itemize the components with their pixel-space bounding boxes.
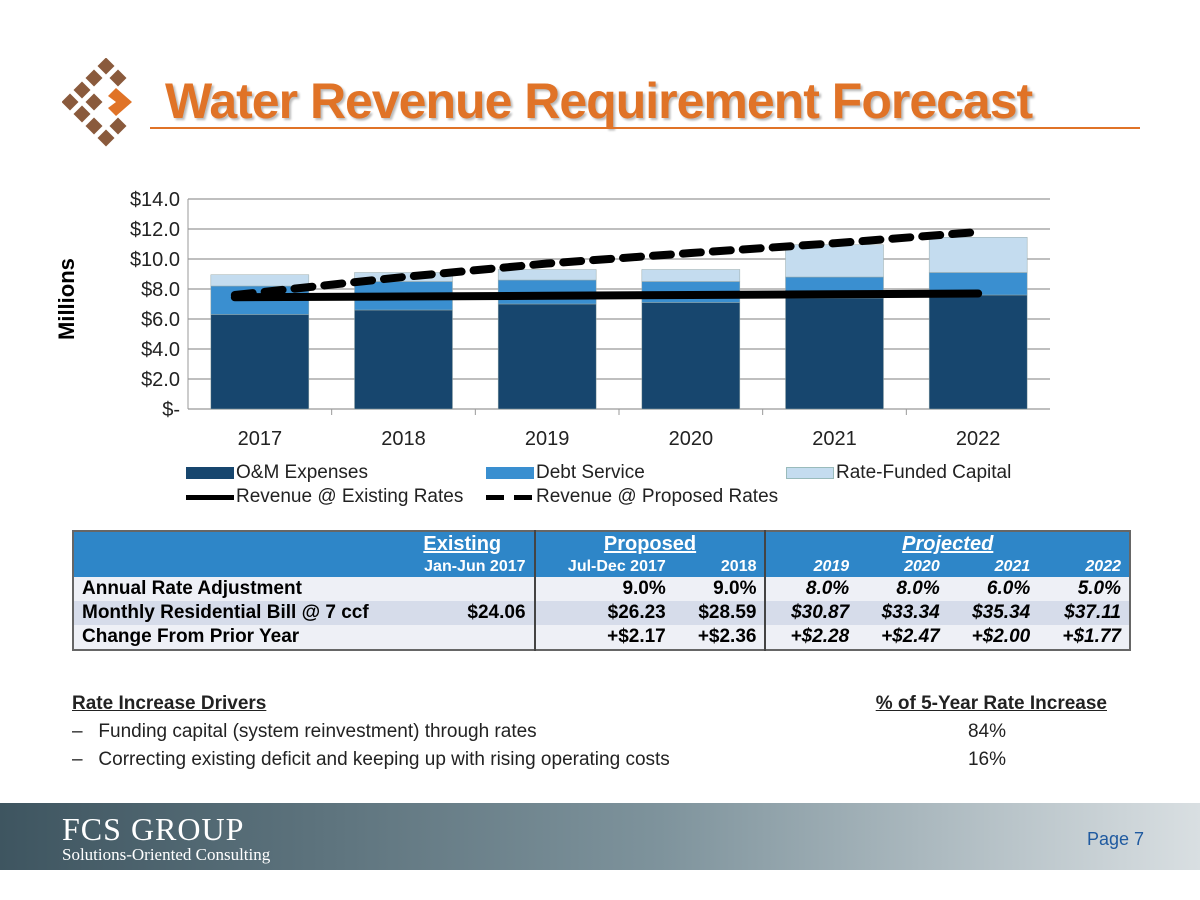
column-header: Jul-Dec 2017	[533, 557, 674, 577]
table-cell	[391, 625, 535, 650]
table-cell: +$2.47	[857, 625, 948, 650]
bar-o-m-expenses	[928, 294, 1028, 410]
dash: –	[72, 749, 83, 770]
legend-existing: Revenue @ Existing Rates	[186, 486, 463, 508]
bar-rate-funded-capital	[785, 244, 884, 278]
legend-label: Revenue @ Proposed Rates	[536, 486, 779, 507]
y-tick-label: $14.0	[130, 189, 180, 211]
column-header: Jan-Jun 2017	[391, 557, 535, 577]
y-tick-label: $2.0	[141, 369, 180, 391]
group-existing: Existing	[391, 531, 535, 557]
driver-item: – Funding capital (system reinvestment) …	[72, 718, 1107, 746]
table-cell: +$2.28	[764, 625, 858, 650]
legend-debt: Debt Service	[486, 462, 645, 484]
y-tick-label: $6.0	[141, 309, 180, 331]
bar-rate-funded-capital	[641, 269, 741, 282]
table-row: Annual Rate Adjustment 9.0% 9.0% 8.0% 8.0% 6.…	[73, 577, 1130, 601]
revenue-chart: $- $2.0 $4.0 $6.0 $8.0 $10.0 $12.0 $14.0 2017 201…	[130, 189, 1050, 450]
page-title: Water Revenue Requirement Forecast	[165, 73, 1033, 129]
legend-label: Rate-Funded Capital	[836, 462, 1012, 483]
table-cell: $30.87	[764, 601, 858, 625]
legend-swatch	[486, 467, 534, 479]
column-header: 2019	[764, 557, 858, 577]
drivers-heading: Rate Increase Drivers	[72, 693, 267, 714]
bar-o-m-expenses	[497, 303, 597, 410]
y-tick-label: $12.0	[130, 219, 180, 241]
legend-swatch	[186, 467, 234, 479]
column-header: 2020	[857, 557, 948, 577]
table-cell: 6.0%	[947, 577, 1039, 601]
dash: –	[72, 721, 83, 742]
driver-pct: 84%	[967, 721, 1007, 742]
row-label: Annual Rate Adjustment	[73, 577, 391, 601]
table-cell: $35.34	[947, 601, 1039, 625]
table-row: Change From Prior Year +$2.17 +$2.36 +$2.28…	[73, 625, 1130, 650]
table-cell: +$2.17	[533, 625, 674, 650]
legend-label: Debt Service	[536, 462, 645, 483]
group-projected: Projected	[764, 531, 1130, 557]
row-label: Change From Prior Year	[73, 625, 391, 650]
x-tick-label: 2018	[381, 428, 426, 450]
table-cell: 9.0%	[673, 577, 766, 601]
legend-label: O&M Expenses	[236, 462, 368, 483]
legend-om: O&M Expenses	[186, 462, 368, 484]
bar-o-m-expenses	[210, 314, 310, 410]
legend-swatch	[186, 494, 234, 500]
table-cell: $33.34	[857, 601, 948, 625]
table-cell: $37.11	[1038, 601, 1130, 625]
rate-table: Existing Proposed Projected Jan-Jun 2017…	[72, 530, 1131, 651]
group-proposed: Proposed	[533, 531, 766, 557]
table-cell: $24.06	[391, 601, 535, 625]
pct-heading: % of 5-Year Rate Increase	[875, 693, 1107, 714]
line-revenue-proposed-rates	[230, 228, 983, 299]
x-tick-label: 2019	[525, 428, 570, 450]
column-header: 2021	[947, 557, 1039, 577]
table-cell: $26.23	[533, 601, 674, 625]
table-cell: $28.59	[673, 601, 766, 625]
line-revenue-existing-rates	[230, 289, 983, 302]
table-row: Monthly Residential Bill @ 7 ccf $24.06 $2…	[73, 601, 1130, 625]
table-cell: +$2.36	[673, 625, 766, 650]
footer: FCS GROUP Solutions-Oriented Consulting …	[0, 803, 1200, 870]
y-tick-label: $10.0	[130, 249, 180, 271]
y-tick-label: $8.0	[141, 279, 180, 301]
title-underline	[150, 127, 1140, 129]
bar-o-m-expenses	[641, 302, 741, 410]
row-label: Monthly Residential Bill @ 7 ccf	[73, 601, 391, 625]
x-tick-label: 2022	[956, 428, 1001, 450]
y-tick-label: $4.0	[141, 339, 180, 361]
legend-swatch	[486, 494, 534, 500]
driver-text: Funding capital (system reinvestment) th…	[98, 721, 537, 742]
y-tick-label: $-	[162, 399, 180, 421]
table-cell: +$1.77	[1038, 625, 1130, 650]
driver-text: Correcting existing deficit and keeping …	[98, 749, 670, 770]
company-tagline: Solutions-Oriented Consulting	[62, 845, 271, 864]
driver-pct: 16%	[967, 749, 1007, 770]
column-header: 2022	[1038, 557, 1130, 577]
table-cell: 8.0%	[764, 577, 858, 601]
x-tick-label: 2021	[812, 428, 857, 450]
bar-o-m-expenses	[785, 297, 884, 410]
legend-capital: Rate-Funded Capital	[786, 462, 1011, 484]
table-cell	[391, 577, 535, 601]
legend-label: Revenue @ Existing Rates	[236, 486, 464, 507]
table-cell: 8.0%	[857, 577, 948, 601]
company-name: FCS GROUP	[62, 811, 245, 847]
x-tick-label: 2017	[238, 428, 283, 450]
legend-swatch	[786, 467, 834, 479]
x-tick-label: 2020	[669, 428, 714, 450]
bar-rate-funded-capital	[210, 274, 310, 287]
bar-rate-funded-capital	[497, 269, 597, 281]
bar-o-m-expenses	[354, 309, 453, 410]
bar-rate-funded-capital	[928, 237, 1028, 273]
page-number: Page 7	[1086, 829, 1144, 849]
table-cell: 9.0%	[533, 577, 674, 601]
diamond-logo-icon	[62, 58, 132, 147]
table-cell: 5.0%	[1038, 577, 1130, 601]
column-header: 2018	[673, 557, 766, 577]
table-cell: +$2.00	[947, 625, 1039, 650]
rate-increase-drivers: Rate Increase Drivers % of 5-Year Rate In…	[72, 690, 1107, 774]
driver-item: – Correcting existing deficit and keepin…	[72, 746, 1107, 774]
legend-proposed: Revenue @ Proposed Rates	[486, 486, 778, 508]
